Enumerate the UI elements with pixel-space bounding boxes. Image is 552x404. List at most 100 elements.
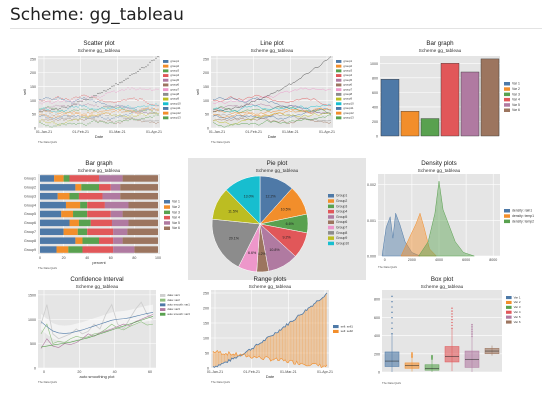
y-tick-label: Group8 bbox=[24, 239, 36, 243]
stacked-bar-segment bbox=[63, 228, 78, 236]
scatter-point bbox=[79, 104, 81, 106]
scatter-point bbox=[57, 109, 59, 111]
scatter-point bbox=[103, 107, 105, 109]
legend-swatch bbox=[336, 102, 342, 106]
y-tick-label: 1000 bbox=[28, 318, 36, 322]
legend-label: group6 bbox=[343, 83, 352, 87]
legend-label: group12 bbox=[170, 111, 181, 115]
scatter-point bbox=[65, 101, 67, 103]
scatter-point bbox=[89, 97, 91, 99]
scatter-point bbox=[107, 92, 109, 94]
scatter-point bbox=[119, 106, 121, 108]
scatter-point bbox=[75, 118, 77, 120]
scatter-point bbox=[49, 106, 51, 108]
scatter-point bbox=[53, 105, 55, 107]
y-tick-label: 200 bbox=[374, 352, 380, 356]
legend-label: group1 bbox=[343, 59, 352, 63]
scatter-point bbox=[113, 122, 115, 124]
scatter-point bbox=[155, 112, 157, 114]
scatter-point bbox=[77, 106, 79, 108]
scatter-point bbox=[149, 119, 151, 121]
scatter-point bbox=[39, 108, 41, 110]
scatter-point bbox=[63, 114, 65, 116]
scatter-point bbox=[95, 121, 97, 123]
chart-subtitle: Scheme gg_tableau bbox=[419, 48, 462, 54]
density-area bbox=[400, 212, 437, 257]
scatter-point bbox=[111, 101, 113, 103]
scatter-point bbox=[93, 105, 95, 107]
scatter-point bbox=[85, 99, 87, 101]
scatter-point bbox=[81, 99, 83, 101]
legend-label: Group6 bbox=[336, 220, 347, 224]
legend-swatch bbox=[504, 214, 510, 218]
scatter-point bbox=[137, 88, 139, 90]
scatter-point bbox=[91, 97, 93, 99]
scatter-point bbox=[149, 113, 151, 115]
scatter-point bbox=[97, 106, 99, 108]
x-tick-label: 0 bbox=[39, 256, 41, 260]
scatter-point bbox=[97, 122, 99, 124]
scatter-point bbox=[85, 118, 87, 120]
scatter-point bbox=[85, 106, 87, 108]
scatter-point bbox=[87, 117, 89, 119]
box-outlier bbox=[451, 327, 453, 329]
scatter-point bbox=[45, 116, 47, 118]
legend-label: Var 2 bbox=[172, 205, 180, 209]
scatter-point bbox=[141, 105, 143, 107]
scatter-point bbox=[101, 92, 103, 94]
scatter-point bbox=[47, 100, 49, 102]
x-tick-label: 2000 bbox=[408, 258, 416, 262]
scatter-point bbox=[49, 111, 51, 113]
scatter-point bbox=[77, 99, 79, 101]
scatter-point bbox=[109, 109, 111, 111]
scatter-point bbox=[127, 109, 129, 111]
scatter-point bbox=[141, 111, 143, 113]
scatter-point bbox=[123, 106, 125, 108]
scatter-point bbox=[129, 113, 131, 115]
legend-label: Var 4 bbox=[172, 216, 180, 220]
scatter-point bbox=[109, 87, 111, 89]
scatter-point bbox=[137, 70, 139, 72]
scatter-point bbox=[69, 101, 71, 103]
x-axis-label: Date bbox=[266, 374, 275, 379]
scatter-point bbox=[47, 106, 49, 108]
scatter-point bbox=[137, 115, 139, 117]
stacked-bar-segment bbox=[69, 192, 79, 200]
scatter-point bbox=[55, 96, 57, 98]
scatter-point bbox=[91, 115, 93, 117]
scatter-point bbox=[73, 111, 75, 113]
scatter-point bbox=[49, 126, 51, 128]
scatter-point bbox=[145, 101, 147, 103]
scatter-point bbox=[145, 106, 147, 108]
scatter-point bbox=[55, 119, 57, 121]
legend-swatch bbox=[160, 308, 166, 311]
scatter-point bbox=[99, 97, 101, 99]
scatter-point bbox=[145, 120, 147, 122]
legend-swatch bbox=[336, 83, 342, 87]
stacked-bar-segment bbox=[40, 192, 58, 200]
scatter-point bbox=[75, 103, 77, 105]
legend-swatch bbox=[328, 194, 334, 198]
scatter-point bbox=[133, 107, 135, 109]
scatter-point bbox=[63, 123, 65, 125]
scatter-point bbox=[47, 109, 49, 111]
scatter-point bbox=[81, 115, 83, 117]
scatter-point bbox=[53, 125, 55, 127]
scatter-point bbox=[71, 104, 73, 106]
scatter-point bbox=[57, 123, 59, 125]
source-note: The Data Quirk bbox=[382, 381, 402, 385]
legend-swatch bbox=[506, 315, 512, 319]
scatter-point bbox=[51, 108, 53, 110]
box-outlier bbox=[391, 295, 393, 298]
scatter-point bbox=[43, 107, 45, 109]
scatter-point bbox=[91, 117, 93, 119]
scatter-point bbox=[155, 57, 157, 59]
scatter-point bbox=[123, 115, 125, 117]
scatter-point bbox=[103, 121, 105, 123]
box-outlier bbox=[471, 325, 473, 328]
scatter-point bbox=[91, 109, 93, 111]
source-note: The Data Quirk bbox=[211, 380, 231, 384]
scatter-point bbox=[129, 98, 131, 100]
chart-title: Line plot bbox=[260, 40, 284, 47]
